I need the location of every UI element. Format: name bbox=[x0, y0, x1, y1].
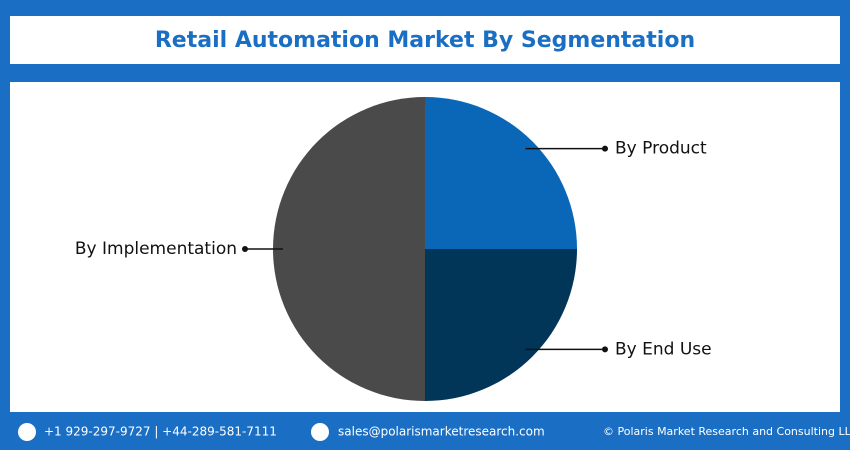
title-box bbox=[10, 16, 840, 64]
phone-icon bbox=[18, 423, 36, 441]
leader-dot bbox=[242, 246, 248, 252]
pie-slice bbox=[425, 249, 577, 401]
email-icon bbox=[311, 423, 329, 441]
leader-dot bbox=[602, 145, 608, 152]
footer: +1 929-297-9727 | +44-289-581-7111 sales… bbox=[18, 423, 850, 441]
slice-label: By Implementation bbox=[75, 239, 237, 259]
chart-title: Retail Automation Market By Segmentation bbox=[155, 28, 695, 53]
pie-slice bbox=[425, 97, 577, 249]
footer-phone: +1 929-297-9727 | +44-289-581-7111 bbox=[44, 425, 277, 439]
pie-slice bbox=[273, 97, 425, 401]
leader-dot bbox=[602, 346, 608, 353]
slice-label: By End Use bbox=[615, 339, 712, 359]
footer-email: sales@polarismarketresearch.com bbox=[338, 425, 545, 439]
footer-copyright: © Polaris Market Research and Consulting… bbox=[603, 425, 850, 438]
slice-label: By Product bbox=[615, 139, 707, 159]
